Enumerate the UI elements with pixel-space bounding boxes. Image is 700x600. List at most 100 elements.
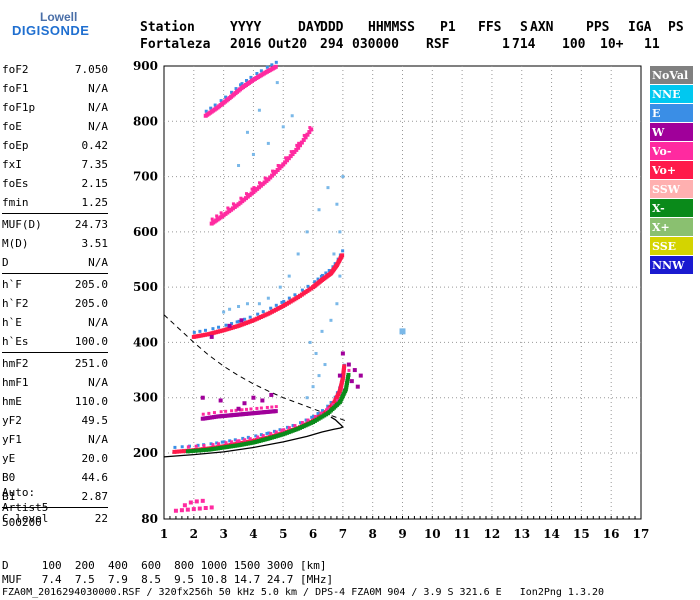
echo-point	[305, 230, 309, 234]
hdr-value-8: 714	[512, 37, 536, 52]
param-value: N/A	[88, 82, 108, 95]
x-tick-label: 4	[249, 527, 257, 541]
echo-point	[399, 328, 406, 335]
echo-point	[342, 364, 347, 369]
x-tick-label: 11	[454, 527, 471, 541]
echo-point	[251, 395, 256, 400]
echo-point	[265, 65, 269, 69]
echo-point	[335, 202, 339, 206]
echo-point	[299, 421, 303, 425]
echo-point	[305, 132, 310, 137]
echo-point	[227, 323, 232, 328]
echo-point	[185, 507, 190, 512]
echo-point	[173, 445, 177, 449]
echo-point	[274, 303, 278, 307]
x-tick-label: 14	[543, 527, 560, 541]
echo-point	[228, 439, 232, 443]
echo-point	[273, 409, 278, 414]
echo-point	[326, 404, 330, 408]
echo-point	[313, 414, 317, 418]
echo-point	[217, 442, 221, 446]
x-tick-label: 9	[398, 527, 406, 541]
echo-point	[306, 284, 310, 288]
hdr-value-5: RSF	[426, 37, 450, 52]
echo-point	[284, 156, 288, 160]
legend-item-noval: NoVal	[650, 66, 693, 85]
echo-point	[314, 351, 318, 355]
echo-point	[255, 406, 259, 410]
echo-point	[285, 425, 289, 429]
echo-point	[259, 433, 263, 437]
echo-point	[260, 398, 265, 403]
echo-point	[245, 130, 249, 134]
file-info: FZA0M_2016294030000.RSF / 320fx256h 50 k…	[2, 587, 605, 598]
x-tick-label: 6	[309, 527, 317, 541]
param-name: foF1	[2, 82, 29, 95]
param-name: fmin	[2, 196, 29, 209]
echo-point	[293, 293, 297, 297]
param-value: 2.15	[81, 177, 109, 190]
param-row: foE N/A	[2, 117, 108, 136]
legend-item-x: X+	[650, 218, 693, 237]
param-row: B1 2.87	[2, 487, 108, 506]
x-tick-label: 3	[219, 527, 227, 541]
y-tick-label: 500	[133, 280, 158, 294]
echo-point	[313, 280, 317, 284]
echo-point	[282, 428, 286, 432]
echo-point	[265, 431, 269, 435]
param-name: foEs	[2, 177, 29, 190]
param-separator	[2, 273, 108, 274]
echo-point	[233, 438, 237, 442]
param-name: h`F	[2, 278, 22, 291]
echo-point	[282, 299, 286, 303]
echo-point	[244, 192, 248, 196]
param-name: h`E	[2, 316, 22, 329]
echo-point	[192, 330, 196, 334]
echo-point	[239, 196, 243, 200]
echo-point	[237, 304, 241, 308]
echo-point	[275, 81, 279, 85]
autoscale-code: 500200	[2, 516, 42, 529]
echo-point	[269, 432, 273, 436]
legend-item-nnw: NNW	[650, 256, 693, 275]
echo-point	[299, 140, 304, 145]
echo-point	[234, 408, 238, 412]
param-row: hmF1 N/A	[2, 373, 108, 392]
hdr-label-6: FFS	[478, 20, 502, 35]
echo-point	[294, 147, 299, 152]
echo-point	[274, 60, 278, 64]
echo-point	[300, 288, 304, 292]
echo-point	[296, 252, 300, 256]
legend-item-nne: NNE	[650, 85, 693, 104]
echo-point	[289, 150, 293, 154]
param-separator	[2, 352, 108, 353]
echo-point	[255, 72, 259, 76]
echo-point	[274, 405, 278, 409]
echo-point	[304, 418, 308, 422]
echo-point	[188, 449, 193, 454]
param-row: foEs 2.15	[2, 174, 108, 193]
x-tick-label: 16	[603, 527, 620, 541]
echo-point	[191, 448, 196, 453]
param-row: fxI 7.35	[2, 155, 108, 174]
hdr-value-10: 10+	[600, 37, 624, 52]
echo-point	[204, 109, 208, 113]
echo-point	[226, 206, 230, 210]
echo-point	[201, 448, 206, 453]
hdr-label-11: PS	[668, 20, 684, 35]
x-tick-label: 13	[513, 527, 530, 541]
echo-point	[249, 407, 253, 411]
echo-point	[257, 302, 261, 306]
echo-point	[347, 368, 351, 372]
param-name: fxI	[2, 158, 22, 171]
legend-item-sse: SSE	[650, 237, 693, 256]
echo-point	[200, 395, 205, 400]
echo-point	[251, 152, 255, 156]
param-row: hmF2 251.0	[2, 354, 108, 373]
echo-point	[193, 448, 198, 453]
echo-point	[292, 149, 297, 154]
param-value: 44.6	[81, 471, 109, 484]
autoscale-block: Auto: Artist5 500200	[2, 485, 48, 530]
echo-point	[202, 444, 206, 448]
y-tick-label: 200	[133, 446, 158, 460]
